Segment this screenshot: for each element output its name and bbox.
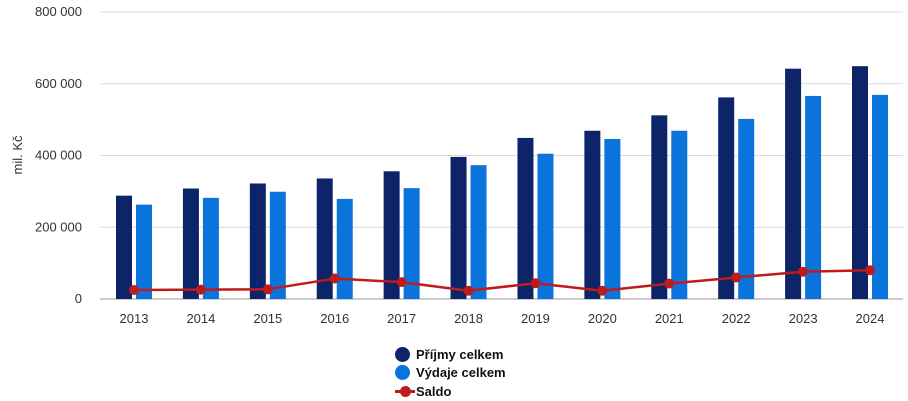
bar-prijmy-2017[interactable]: [383, 171, 400, 299]
bar-vydaje-2018[interactable]: [470, 165, 487, 299]
legend-item-saldo[interactable]: Saldo: [395, 382, 506, 401]
bars: [116, 66, 889, 300]
legend-label-prijmy: Příjmy celkem: [416, 346, 504, 362]
legend-item-vydaje[interactable]: Výdaje celkem: [395, 364, 506, 383]
bar-vydaje-2014[interactable]: [202, 197, 219, 299]
legend-item-prijmy[interactable]: Příjmy celkem: [395, 345, 506, 364]
bar-vydaje-2019[interactable]: [537, 153, 554, 299]
bar-vydaje-2013[interactable]: [136, 204, 152, 299]
x-tick-label: 2013: [120, 311, 149, 326]
bar-prijmy-2019[interactable]: [517, 137, 534, 299]
y-tick-label: 600 000: [35, 76, 82, 91]
legend-label-saldo: Saldo: [416, 383, 452, 399]
bar-vydaje-2022[interactable]: [738, 118, 755, 299]
x-tick-label: 2022: [722, 311, 751, 326]
bar-prijmy-2024[interactable]: [852, 66, 869, 299]
legend-marker-prijmy: [395, 346, 410, 362]
bar-prijmy-2020[interactable]: [584, 130, 601, 299]
saldo-point-2021[interactable]: [664, 278, 675, 289]
bar-prijmy-2018[interactable]: [450, 156, 467, 299]
saldo-line: [133, 269, 871, 292]
y-axis-label: mil. Kč: [10, 135, 25, 175]
saldo-point-2018[interactable]: [463, 285, 474, 296]
gridlines: [100, 11, 903, 300]
bar-vydaje-2023[interactable]: [805, 95, 822, 299]
x-tick-label: 2017: [387, 311, 416, 326]
bar-prijmy-2022[interactable]: [718, 97, 735, 299]
y-tick-label: 400 000: [35, 148, 82, 163]
saldo-point-2016[interactable]: [329, 273, 340, 284]
x-tick-label: 2015: [253, 311, 282, 326]
bar-prijmy-2023[interactable]: [785, 68, 802, 300]
bar-prijmy-2021[interactable]: [651, 115, 668, 299]
legend-label-vydaje: Výdaje celkem: [416, 365, 506, 381]
saldo-point-2019[interactable]: [530, 278, 541, 289]
chart: 0 200 000 400 000 600 000 800 000 mil. Kč 20…: [10, 4, 903, 326]
y-axis-ticks: 0 200 000 400 000 600 000 800 000: [35, 4, 82, 306]
bar-prijmy-2016[interactable]: [316, 178, 333, 299]
bar-vydaje-2017[interactable]: [403, 188, 420, 299]
legend-marker-vydaje: [395, 365, 410, 381]
legend: Příjmy celkem Výdaje celkem Saldo: [395, 345, 506, 401]
saldo-point-2014[interactable]: [195, 284, 206, 295]
bar-prijmy-2013[interactable]: [116, 195, 132, 299]
bar-vydaje-2021[interactable]: [671, 130, 688, 299]
saldo-point-2024[interactable]: [865, 265, 876, 276]
saldo-point-2020[interactable]: [597, 285, 608, 296]
bar-vydaje-2016[interactable]: [336, 198, 353, 299]
bar-vydaje-2020[interactable]: [604, 138, 621, 299]
y-tick-label: 0: [75, 291, 82, 306]
saldo-series: [129, 265, 876, 296]
bar-prijmy-2014[interactable]: [182, 188, 199, 299]
y-tick-label: 200 000: [35, 219, 82, 234]
x-tick-label: 2014: [186, 311, 215, 326]
x-tick-label: 2020: [588, 311, 617, 326]
y-tick-label: 800 000: [35, 4, 82, 19]
saldo-point-2017[interactable]: [396, 277, 407, 288]
x-tick-label: 2018: [454, 311, 483, 326]
saldo-point-2022[interactable]: [731, 272, 742, 283]
x-tick-label: 2024: [856, 311, 885, 326]
saldo-point-2023[interactable]: [798, 266, 809, 277]
bar-vydaje-2015[interactable]: [269, 191, 286, 299]
x-tick-label: 2021: [655, 311, 684, 326]
legend-marker-saldo: [395, 384, 415, 399]
bar-vydaje-2024[interactable]: [872, 94, 889, 299]
bar-prijmy-2015[interactable]: [249, 183, 266, 299]
x-tick-label: 2023: [789, 311, 818, 326]
saldo-point-2015[interactable]: [262, 284, 273, 295]
x-tick-label: 2016: [320, 311, 349, 326]
saldo-point-2013[interactable]: [129, 285, 139, 296]
x-axis-ticks: 2013 2014 2015 2016 2017 2018 2019 2020 2021 2022…: [120, 311, 885, 326]
x-tick-label: 2019: [521, 311, 550, 326]
